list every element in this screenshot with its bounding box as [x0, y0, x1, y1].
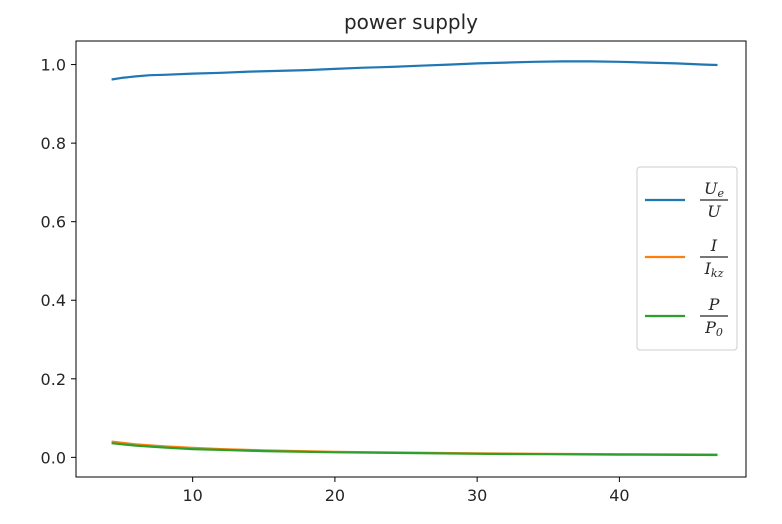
y-tick-label: 0.2: [41, 370, 66, 389]
chart-title: power supply: [344, 10, 478, 34]
series-line-2: [111, 442, 718, 457]
legend: Ue UI Ikz P P0: [636, 166, 738, 351]
legend-numerator: P: [708, 295, 720, 314]
legend-denominator: Ikz: [704, 259, 724, 280]
x-tick-label: 10: [182, 486, 202, 505]
y-tick-label: 0.4: [41, 291, 66, 310]
series-layer: [111, 60, 718, 457]
legend-entry-0: Ue U: [645, 179, 728, 221]
legend-numerator: I: [710, 236, 718, 255]
series-line-0: [111, 60, 718, 81]
plot-frame: [75, 40, 747, 478]
legend-denominator: U: [707, 202, 721, 221]
legend-denominator: P0: [704, 318, 723, 339]
y-tick-label: 0.0: [41, 448, 66, 467]
legend-box: [636, 166, 738, 351]
y-tick-label: 0.8: [41, 134, 66, 153]
x-tick-label: 40: [609, 486, 629, 505]
y-tick-label: 0.6: [41, 213, 66, 232]
x-tick-label: 20: [325, 486, 345, 505]
legend-entry-1: I Ikz: [645, 236, 728, 280]
y-tick-label: 1.0: [41, 56, 66, 75]
tick-layer: 10 20 30 40 0.0 0.2 0.4 0.6 0.8 1.0: [41, 56, 630, 505]
legend-entry-2: P P0: [645, 295, 728, 339]
legend-numerator: Ue: [704, 179, 724, 200]
x-tick-label: 30: [467, 486, 487, 505]
